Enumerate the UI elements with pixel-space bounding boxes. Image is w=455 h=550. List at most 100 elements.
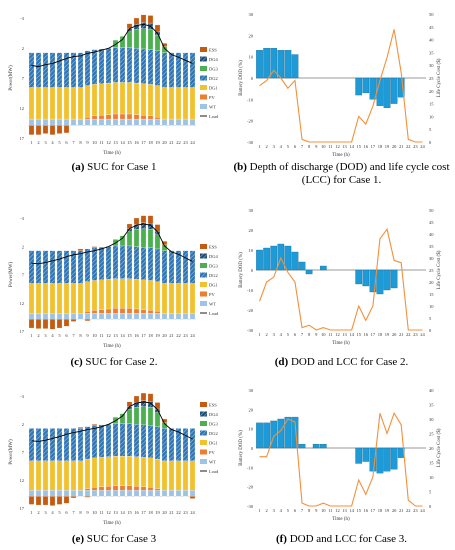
bar-dg1 xyxy=(161,87,168,120)
x-tick-label: 4 xyxy=(51,333,54,338)
bar-dg3 xyxy=(119,235,126,247)
bar-dg1 xyxy=(77,460,84,491)
x-tick-label: 9 xyxy=(86,140,89,145)
bar-dg1 xyxy=(35,283,42,314)
bar-dg3 xyxy=(140,28,147,50)
x-tick-label: 7 xyxy=(72,140,75,145)
x-tick-label: 5 xyxy=(58,140,61,145)
bar-dg1 xyxy=(182,283,189,314)
x-tick-label: 22 xyxy=(176,140,181,145)
x-tick-label: 11 xyxy=(328,144,332,149)
legend-swatch-pv xyxy=(200,449,207,455)
bar-ess xyxy=(133,395,140,403)
dod-bar xyxy=(263,47,270,79)
bar-dg2 xyxy=(168,428,175,461)
bar-dg1 xyxy=(42,87,49,120)
bar-wt xyxy=(154,118,161,126)
bar-wt xyxy=(35,118,42,126)
dod-chart: 3020100-10-20-304035302520151050Battery … xyxy=(239,388,442,522)
legend-swatch-wt xyxy=(200,301,207,306)
x-tick-label: 10 xyxy=(321,508,326,513)
bar-dg1 xyxy=(35,460,42,491)
bar-wt xyxy=(77,313,84,320)
x-tick-label: 19 xyxy=(155,510,160,515)
dod-bar xyxy=(355,269,363,285)
x-tick-label: 21 xyxy=(399,332,404,337)
y-axis-label: Battery DOD (%) xyxy=(239,252,244,288)
y-tick-label: -30 xyxy=(247,328,254,333)
bar-wt xyxy=(147,313,154,320)
lcc-line xyxy=(259,29,423,143)
bar-wt xyxy=(189,490,196,497)
caption-b: (b) Depth of discharge (DOD) and life cy… xyxy=(228,161,455,187)
bar-wt xyxy=(28,313,35,320)
bar-dg2 xyxy=(140,424,147,458)
dod-bar xyxy=(390,447,398,470)
dod-bar xyxy=(390,269,398,289)
legend-label: DG3 xyxy=(209,422,218,427)
dod-bar xyxy=(376,269,384,295)
bar-dg1 xyxy=(133,279,140,310)
panel-f: 30 20 10 0 -10 -20 -30 40 35 30 25 20 15 10 5 0 Battery … xyxy=(228,378,455,550)
bar-dg2 xyxy=(56,428,63,461)
caption-d: (d) DOD and LCC for Case 2. xyxy=(228,356,455,369)
x-tick-label: 5 xyxy=(58,333,61,338)
bar-dg1 xyxy=(49,87,56,120)
bar-wt xyxy=(140,490,147,497)
legend-swatch-ess xyxy=(200,402,207,407)
caption-text: Depth of discharge (DOD) and life cycle … xyxy=(246,161,450,186)
x-tick-label: 24 xyxy=(420,144,425,149)
bar-ess xyxy=(56,496,63,505)
x-axis-label: Time (h) xyxy=(103,521,121,526)
bar-ess xyxy=(35,125,42,135)
bar-dg2 xyxy=(84,50,91,86)
bar-pv xyxy=(105,486,112,491)
x-tick-label: 3 xyxy=(273,332,276,337)
dod-bar xyxy=(362,447,370,462)
bar-dg2 xyxy=(105,424,112,457)
x-tick-label: 17 xyxy=(371,332,376,337)
x-tick-label: 18 xyxy=(378,144,383,149)
x-tick-label: 23 xyxy=(413,508,418,513)
dod-bar xyxy=(298,261,306,271)
x-tick-label: 12 xyxy=(106,140,111,145)
dod-bar xyxy=(291,251,299,271)
x-tick-label: 14 xyxy=(120,510,125,515)
legend-label: DG4 xyxy=(209,57,218,62)
x-tick-label: 14 xyxy=(120,333,125,338)
bar-dg3 xyxy=(140,228,147,248)
bar-ess xyxy=(140,392,147,401)
bar-wt xyxy=(70,313,77,320)
bar-dg1 xyxy=(154,85,161,118)
legend-label: PV xyxy=(209,95,216,100)
x-tick-label: 12 xyxy=(335,144,340,149)
bar-dg1 xyxy=(63,460,70,491)
bar-wt xyxy=(105,490,112,497)
bar-wt xyxy=(168,118,175,126)
bar-wt xyxy=(35,490,42,497)
bar-dg2 xyxy=(189,250,196,284)
bar-ess xyxy=(42,496,49,506)
x-tick-label: 3 xyxy=(44,333,47,338)
bar-wt xyxy=(112,313,119,320)
bar-dg2 xyxy=(140,48,147,84)
bar-dg2 xyxy=(168,52,175,88)
x-tick-label: 16 xyxy=(134,333,139,338)
x-tick-label: 9 xyxy=(315,332,318,337)
y2-tick-label: 25 xyxy=(429,268,434,273)
x-tick-label: 21 xyxy=(169,140,174,145)
caption-letter: (d) xyxy=(274,356,289,368)
bar-dg1 xyxy=(189,460,196,491)
bar-dg1 xyxy=(28,460,35,491)
bar-dg1 xyxy=(105,279,112,310)
dod-bar xyxy=(277,50,285,79)
bar-wt xyxy=(84,490,91,497)
x-tick-label: 19 xyxy=(385,144,390,149)
legend-swatch-dg3 xyxy=(200,66,207,71)
x-tick-label: 13 xyxy=(342,508,347,513)
x-tick-label: 22 xyxy=(406,508,411,513)
panel-b: 30 20 10 0 -10 -20 -30 50 45 40 35 30 25 20 15 10 5 0 Batt… xyxy=(228,0,455,186)
legend-swatch-dg3 xyxy=(200,263,207,268)
bar-dg1 xyxy=(126,82,133,115)
